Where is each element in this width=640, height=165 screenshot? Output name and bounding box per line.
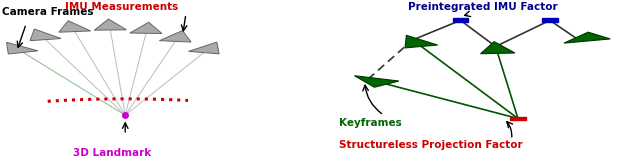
Text: Keyframes: Keyframes (339, 118, 402, 128)
Polygon shape (130, 22, 162, 33)
Bar (453, 18, 468, 22)
Polygon shape (59, 21, 91, 32)
Polygon shape (159, 31, 191, 42)
Text: Preintegrated IMU Factor: Preintegrated IMU Factor (408, 2, 557, 12)
Text: Structureless Projection Factor: Structureless Projection Factor (339, 140, 523, 150)
Text: 3D Landmark: 3D Landmark (74, 148, 152, 158)
Polygon shape (355, 76, 399, 87)
Polygon shape (94, 19, 127, 30)
Polygon shape (30, 29, 61, 41)
Polygon shape (481, 42, 515, 54)
Polygon shape (6, 42, 38, 54)
Polygon shape (188, 42, 219, 54)
Bar (542, 18, 557, 22)
Polygon shape (405, 35, 438, 48)
Text: Camera Frames: Camera Frames (2, 7, 93, 17)
Bar (510, 116, 525, 120)
Polygon shape (564, 32, 611, 43)
Text: IMU Measurements: IMU Measurements (65, 2, 179, 12)
